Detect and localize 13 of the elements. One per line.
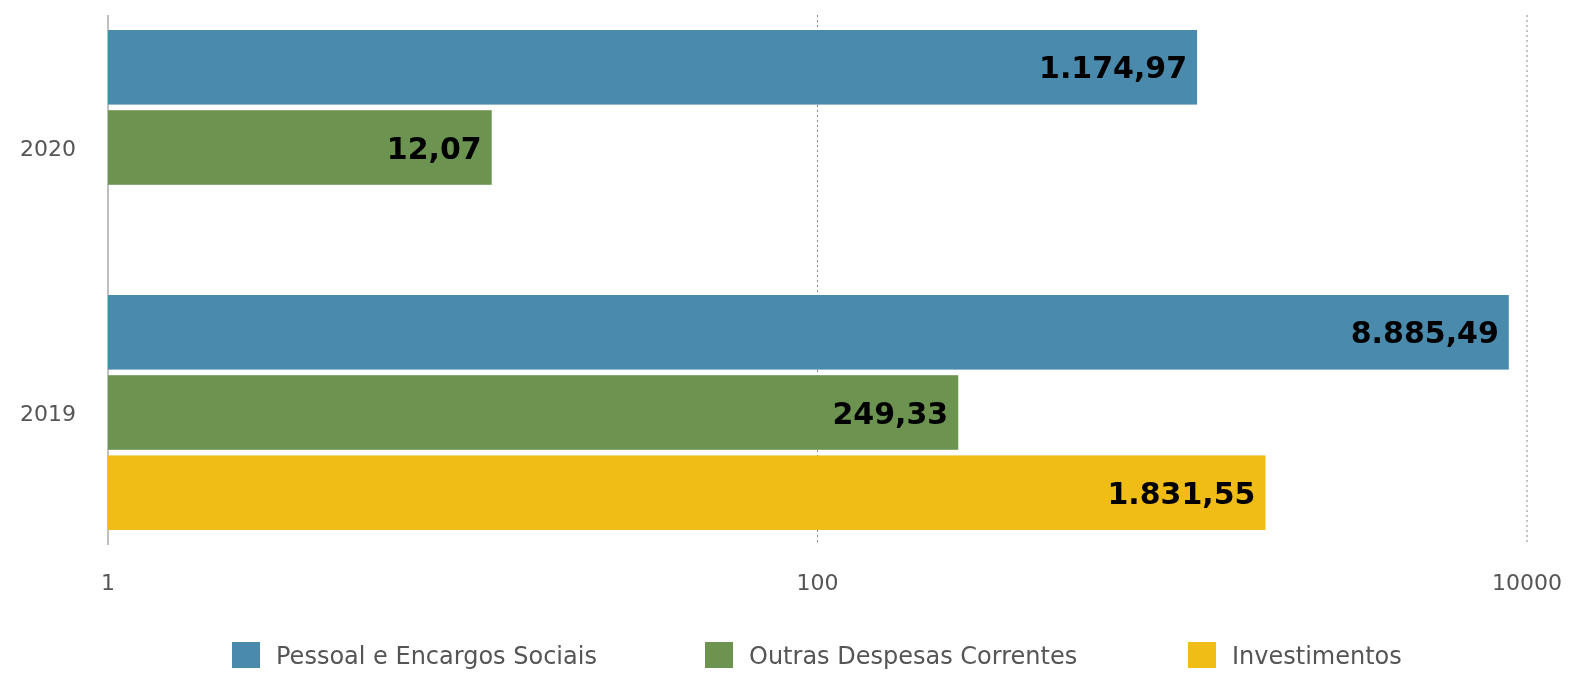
legend-label: Pessoal e Encargos Sociais: [276, 642, 597, 670]
data-label: 249,33: [832, 395, 949, 431]
data-label: 8.885,49: [1350, 315, 1499, 351]
data-label: 1.831,55: [1107, 475, 1256, 511]
y-tick-label: 2020: [20, 135, 76, 161]
legend-label: Investimentos: [1232, 642, 1402, 670]
x-tick-label: 1: [101, 570, 115, 595]
legend-label: Outras Despesas Correntes: [749, 642, 1078, 670]
data-label: 12,07: [386, 130, 482, 166]
x-tick-label: 10000: [1492, 570, 1562, 595]
y-tick-label: 2019: [20, 400, 76, 426]
data-label: 1.174,97: [1039, 50, 1188, 86]
x-tick-label: 100: [796, 570, 839, 595]
